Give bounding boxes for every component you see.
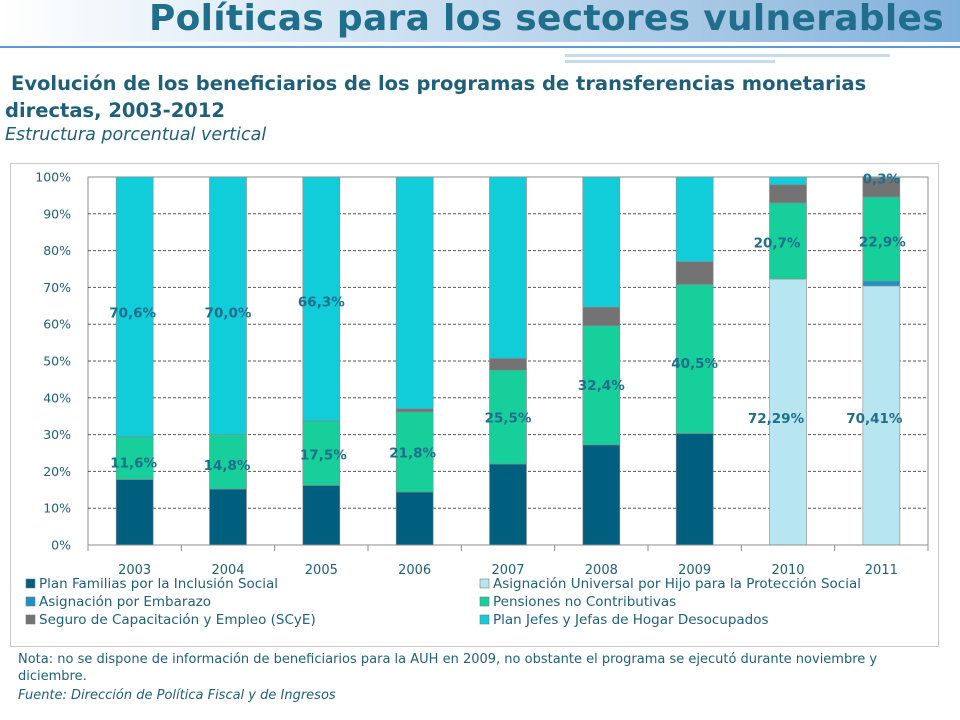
legend-label: Asignación por Embarazo — [39, 594, 211, 610]
legend-swatch — [479, 578, 490, 589]
data-label: 14,8% — [204, 458, 251, 474]
header-accent-line — [565, 50, 890, 57]
bar-segment — [489, 176, 527, 359]
x-tick-label: 2004 — [211, 563, 244, 578]
legend-swatch — [25, 578, 36, 589]
header-divider — [0, 46, 960, 48]
y-tick-label: 100% — [35, 170, 71, 185]
x-tick-label: 2011 — [865, 563, 898, 578]
header-band — [0, 0, 960, 42]
chart-title-text: Evolución de los beneficiarios de los pr… — [5, 72, 867, 122]
chart-subtitle: Estructura porcentual vertical — [5, 125, 267, 145]
y-tick-label: 30% — [43, 427, 71, 442]
header-bar: Políticas para los sectores vulnerables — [0, 0, 960, 63]
bar-segment — [395, 176, 434, 410]
data-label: 70,41% — [846, 411, 903, 427]
bar-segment — [862, 176, 901, 179]
x-tick-label: 2009 — [678, 563, 711, 578]
bar-segment — [862, 285, 901, 546]
bar-segment — [395, 408, 434, 413]
chart-title: Evolución de los beneficiarios de los pr… — [5, 70, 925, 124]
data-label: 40,5% — [671, 356, 718, 372]
legend-label: Plan Jefes y Jefas de Hogar Desocupados — [493, 612, 769, 628]
bar-segment — [582, 444, 621, 546]
bar-segment — [769, 176, 807, 186]
x-tick-label: 2010 — [771, 563, 804, 578]
legend-label: Pensiones no Contributivas — [493, 594, 676, 610]
chart-frame: 0% 10% 20% 30% 40% 50% 60% 70% 80% 90% 100% 2003 200… — [10, 163, 939, 647]
y-tick-label: 0% — [51, 538, 71, 553]
bar-segment — [675, 176, 714, 262]
bar-segment — [675, 284, 714, 434]
data-label: 66,3% — [298, 295, 345, 311]
bar-segment — [302, 420, 341, 486]
y-tick-label: 70% — [43, 280, 71, 295]
x-tick-label: 2007 — [491, 563, 524, 578]
header-accent-line-short — [565, 60, 775, 63]
bar-segment — [302, 176, 341, 422]
footnote-note: Nota: no se dispone de información de be… — [18, 652, 878, 684]
y-tick-label: 10% — [43, 501, 71, 516]
legend-swatch — [479, 596, 490, 607]
bar-segment — [395, 491, 434, 546]
legend-swatch — [25, 596, 36, 607]
data-label: 32,4% — [578, 378, 625, 394]
data-label: 0,3% — [863, 172, 901, 188]
data-label: 70,6% — [109, 306, 156, 322]
y-tick-label: 40% — [43, 390, 71, 405]
bar-segment — [675, 433, 714, 546]
y-tick-label: 80% — [43, 243, 71, 258]
bar-segment — [675, 261, 714, 285]
bar-segment — [582, 325, 621, 446]
bar-segment — [862, 196, 901, 282]
bar-segment — [395, 411, 434, 493]
y-tick-label: 90% — [43, 206, 71, 221]
legend-label: Asignación Universal por Hijo para la Pr… — [493, 576, 861, 592]
bar-segment — [209, 488, 247, 546]
bar-segment — [769, 202, 807, 280]
bar-segment — [489, 358, 527, 371]
x-tick-label: 2008 — [585, 563, 618, 578]
bar-segment — [582, 176, 621, 308]
data-label: 17,5% — [300, 448, 347, 464]
bar-segment — [115, 479, 154, 546]
bar-segment — [862, 280, 901, 287]
bar-segment — [769, 184, 807, 204]
data-label: 20,7% — [754, 236, 801, 252]
y-tick-label: 20% — [43, 464, 71, 479]
data-label: 22,9% — [859, 235, 906, 251]
data-label: 21,8% — [389, 446, 436, 462]
bar-segment — [489, 369, 527, 465]
legend-swatch — [479, 614, 490, 625]
stacked-bar-chart: 0% 10% 20% 30% 40% 50% 60% 70% 80% 90% 100% 2003 200… — [25, 170, 929, 628]
y-tick-label: 60% — [43, 317, 71, 332]
legend-swatch — [25, 614, 36, 625]
bar-segment — [115, 176, 154, 438]
bar-segment — [582, 306, 621, 326]
data-label: 70,0% — [205, 306, 252, 322]
legend-label: Seguro de Capacitación y Empleo (SCyE) — [39, 612, 316, 628]
bar-segment — [302, 485, 341, 546]
bar-segment — [209, 434, 247, 490]
bar-segment — [769, 278, 807, 546]
data-label: 25,5% — [485, 411, 532, 427]
bar-segment — [489, 463, 527, 546]
data-label: 11,6% — [110, 455, 157, 471]
legend-label: Plan Familias por la Inclusión Social — [39, 576, 278, 592]
x-tick-label: 2003 — [118, 563, 151, 578]
x-tick-label: 2006 — [398, 563, 431, 578]
x-tick-label: 2005 — [305, 563, 338, 578]
y-tick-label: 50% — [43, 354, 71, 369]
footnote-source: Fuente: Dirección de Política Fiscal y d… — [18, 688, 336, 703]
bar-segment — [209, 176, 247, 435]
page-title: Políticas para los sectores vulnerables — [148, 0, 944, 39]
data-label: 72,29% — [748, 411, 805, 427]
